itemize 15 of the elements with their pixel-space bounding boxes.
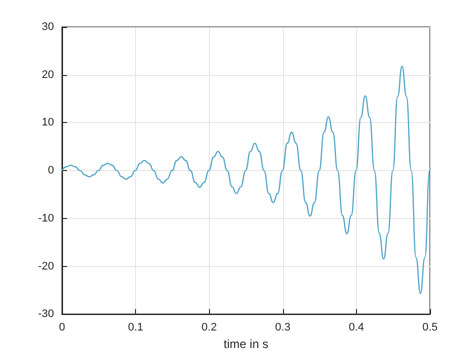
y-tick-label: 30 — [42, 21, 54, 33]
y-tick-label: 10 — [42, 116, 54, 129]
x-tick-label: 0.1 — [128, 322, 144, 334]
x-tick-label: 0.2 — [202, 322, 217, 334]
line-series — [61, 66, 431, 294]
y-tick-label: -10 — [38, 212, 54, 224]
y-tick-label: -20 — [38, 260, 54, 272]
x-tick-label: 0.4 — [348, 322, 364, 334]
x-tick-label: 0.3 — [275, 322, 290, 334]
y-tick-label: -30 — [38, 308, 54, 320]
y-tick-label: 20 — [42, 68, 54, 81]
y-tick-label: 0 — [48, 164, 54, 177]
x-tick-label: 0 — [58, 322, 66, 334]
x-axis-title: time in s — [224, 337, 268, 351]
x-tick-label: 0.5 — [422, 322, 438, 334]
